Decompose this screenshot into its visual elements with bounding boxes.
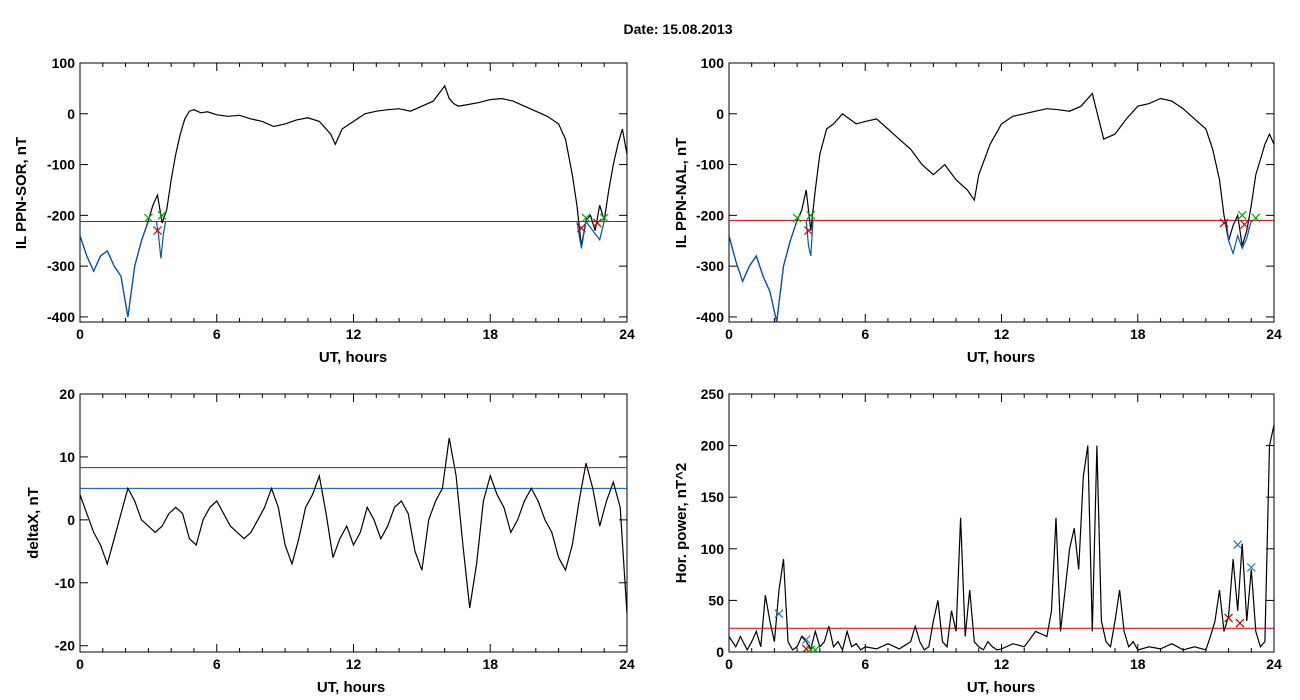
p2-ytick-label: -200 xyxy=(696,207,724,223)
p1-xtick-label: 24 xyxy=(619,326,635,342)
p3-xlabel: UT, hours xyxy=(317,679,385,696)
p2-ylabel: IL PPN-NAL, nT xyxy=(673,138,690,249)
p4-ytick-label: 200 xyxy=(701,438,725,454)
p3-data-group xyxy=(80,437,627,615)
p2-xlabel: UT, hours xyxy=(967,349,1035,366)
p1-xtick-label: 0 xyxy=(76,326,84,342)
p4-ytick-label: 100 xyxy=(701,541,725,557)
p2-series-1 xyxy=(729,220,798,322)
p3-frame xyxy=(79,393,628,653)
p3-ytick-label: 20 xyxy=(59,386,75,402)
panel-il-ppn-sor: IL PPN-SOR, nT UT, hours 0 6 12 18 24 100 0 -10… xyxy=(13,55,635,366)
panel-hor-power: Hor. power, nT^2 UT, hours 0 6 12 18 24 250 20… xyxy=(673,386,1282,696)
p2-xtick-label: 24 xyxy=(1266,326,1282,342)
p4-data-group xyxy=(729,424,1274,652)
p3-xtick-label: 6 xyxy=(213,656,221,672)
p1-data-group xyxy=(80,84,627,318)
p1-marker xyxy=(143,213,153,223)
p1-ytick-label: 100 xyxy=(52,55,76,71)
p3-ytick-label: -20 xyxy=(55,638,75,654)
p4-marker xyxy=(1246,562,1256,572)
p3-plot-area: 0 6 12 18 24 20 10 0 -10 -20 xyxy=(55,386,635,672)
p1-xtick-label: 18 xyxy=(482,326,498,342)
p2-marker xyxy=(1219,218,1229,228)
p2-ytick-label: 0 xyxy=(716,106,724,122)
p1-series-3 xyxy=(576,219,605,249)
p3-xtick-label: 24 xyxy=(619,656,635,672)
p4-series-0 xyxy=(729,424,1274,652)
p1-ytick-label: -400 xyxy=(47,309,75,325)
p1-marker xyxy=(592,218,602,228)
p4-marker xyxy=(810,645,820,652)
p2-xtick-label: 18 xyxy=(1130,326,1146,342)
p1-series-1 xyxy=(80,221,149,318)
p2-marker xyxy=(804,226,813,236)
p2-data-group xyxy=(729,92,1274,322)
p2-xtick-label: 12 xyxy=(994,326,1010,342)
p4-xtick-label: 18 xyxy=(1130,656,1146,672)
p1-plot-area: 0 6 12 18 24 100 0 -100 -200 -300 -400 xyxy=(47,55,635,342)
p1-marker xyxy=(157,210,167,220)
p1-marker xyxy=(599,213,609,223)
p2-series-3 xyxy=(1225,220,1252,256)
p3-series-0 xyxy=(80,437,627,615)
p2-xtick-label: 0 xyxy=(725,326,733,342)
p2-ytick-label: 100 xyxy=(701,55,725,71)
panel-deltax: deltaX, nT UT, hours 0 6 12 18 24 20 10 0 -10 -20 xyxy=(25,386,635,696)
p2-frame xyxy=(728,62,1275,323)
p2-marker xyxy=(1237,210,1247,220)
p1-ytick-label: -100 xyxy=(47,157,75,173)
p3-xtick-label: 18 xyxy=(482,656,498,672)
p4-marker xyxy=(1235,618,1245,628)
p2-marker xyxy=(1240,220,1249,229)
p4-ytick-label: 150 xyxy=(701,489,725,505)
p2-marker xyxy=(806,210,816,220)
p1-marker xyxy=(153,226,162,236)
p4-ytick-label: 0 xyxy=(716,644,724,660)
p4-xlabel: UT, hours xyxy=(967,679,1035,696)
p4-ylabel: Hor. power, nT^2 xyxy=(673,463,690,583)
p4-marker xyxy=(774,609,784,619)
p1-series-0 xyxy=(80,84,627,318)
p1-marker xyxy=(581,213,591,223)
p2-series-0 xyxy=(729,92,1274,322)
p2-ytick-label: -300 xyxy=(696,258,724,274)
p4-xtick-label: 0 xyxy=(725,656,733,672)
p4-xtick-label: 6 xyxy=(861,656,869,672)
p2-marker xyxy=(1251,213,1261,223)
p1-ytick-label: -300 xyxy=(47,258,75,274)
p4-ytick-label: 250 xyxy=(701,386,725,402)
p3-xtick-label: 12 xyxy=(346,656,362,672)
p3-ytick-label: 0 xyxy=(67,512,75,528)
p3-ytick-label: 10 xyxy=(59,449,75,465)
p2-ytick-label: -400 xyxy=(696,309,724,325)
p4-marker xyxy=(1224,613,1234,623)
p4-marker xyxy=(801,635,811,645)
p4-xtick-label: 24 xyxy=(1266,656,1282,672)
p4-ytick-label: 50 xyxy=(708,592,724,608)
p1-marker xyxy=(576,223,586,233)
p3-ytick-label: -10 xyxy=(55,575,75,591)
p2-series-2 xyxy=(805,220,814,257)
p4-marker xyxy=(1233,540,1243,550)
p4-frame xyxy=(728,393,1275,653)
panel-il-ppn-nal: IL PPN-NAL, nT UT, hours 0 6 12 18 24 100 0 -10… xyxy=(673,55,1282,366)
p4-plot-area: 0 6 12 18 24 250 200 150 100 50 0 xyxy=(701,386,1282,672)
p1-xtick-label: 12 xyxy=(346,326,362,342)
p2-plot-area: 0 6 12 18 24 100 0 -100 -200 -300 -400 xyxy=(696,55,1282,342)
p2-ytick-label: -100 xyxy=(696,157,724,173)
p3-ylabel: deltaX, nT xyxy=(25,487,42,559)
p1-xlabel: UT, hours xyxy=(319,349,387,366)
p1-ytick-label: 0 xyxy=(67,106,75,122)
p1-ylabel: IL PPN-SOR, nT xyxy=(13,137,30,249)
figure-title: Date: 15.08.2013 xyxy=(624,21,733,37)
p1-frame xyxy=(79,62,628,323)
p3-xtick-label: 0 xyxy=(76,656,84,672)
p4-xtick-label: 12 xyxy=(994,656,1010,672)
p1-xtick-label: 6 xyxy=(213,326,221,342)
p1-ytick-label: -200 xyxy=(47,207,75,223)
p2-marker xyxy=(792,213,802,223)
p2-xtick-label: 6 xyxy=(861,326,869,342)
